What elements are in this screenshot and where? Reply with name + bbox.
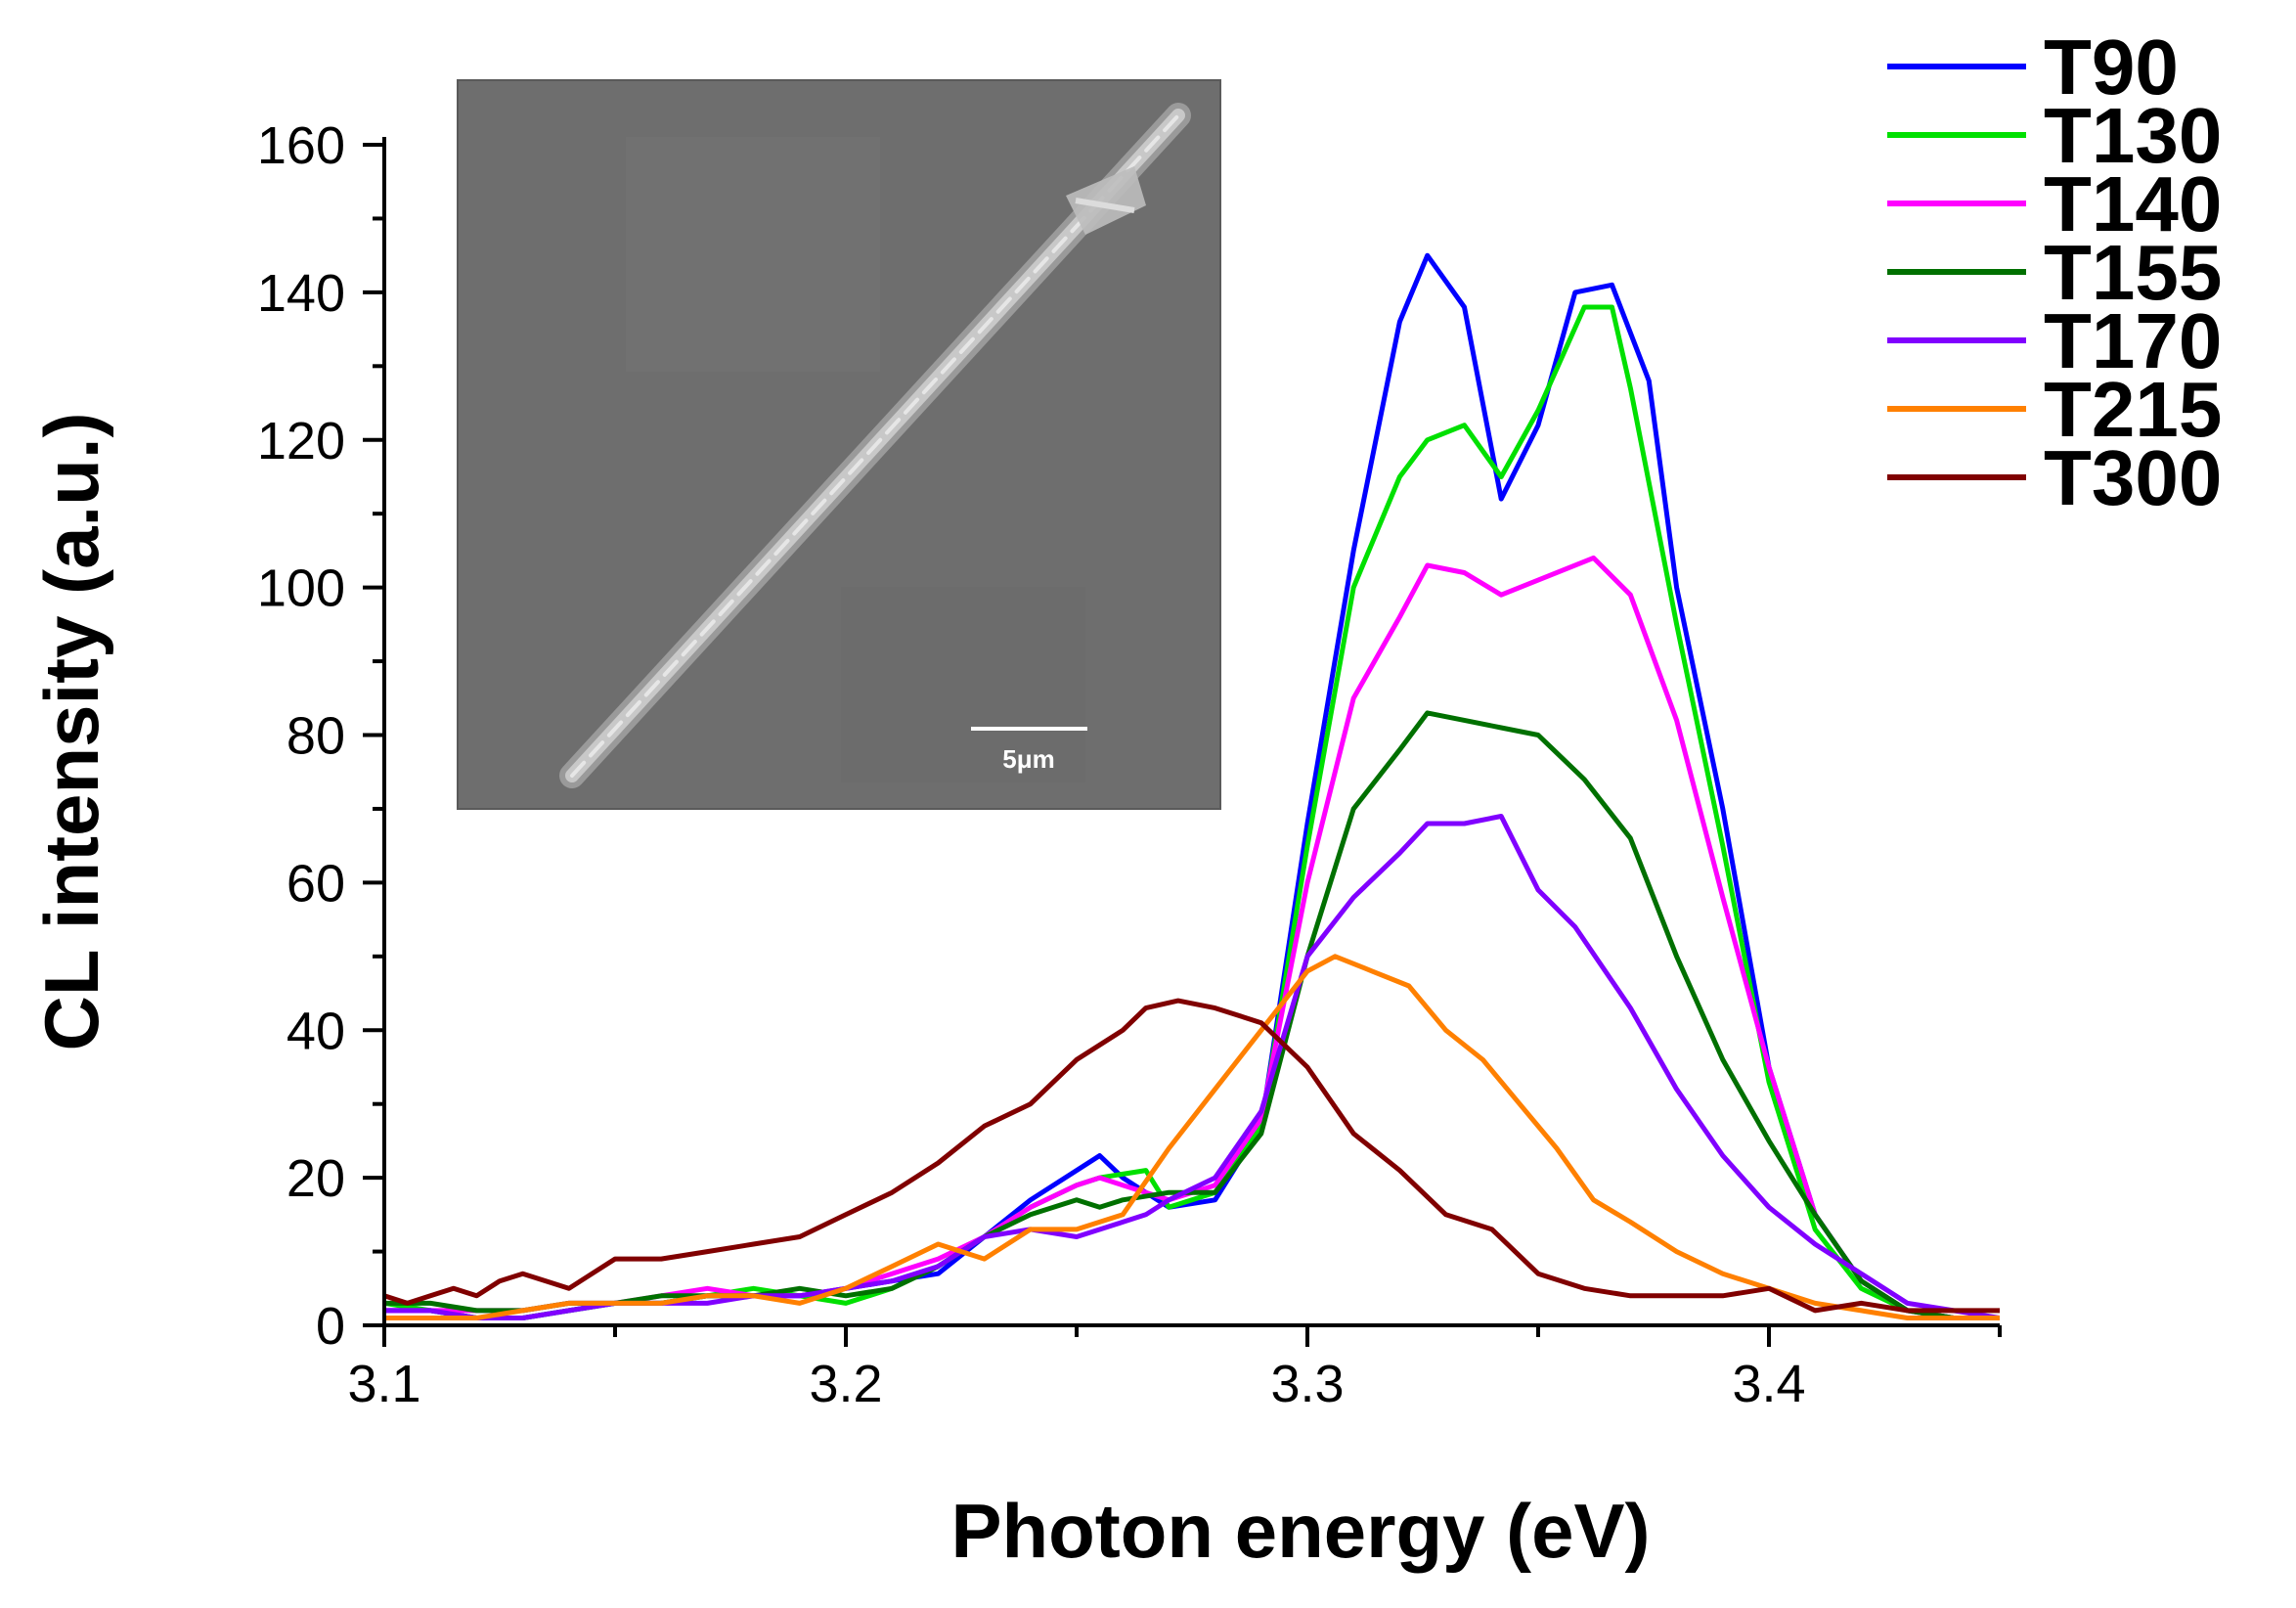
legend-label-t170: T170 xyxy=(2044,297,2222,384)
sem-inset-image: 5μm xyxy=(457,79,1221,810)
y-tick-label: 0 xyxy=(316,1297,345,1356)
y-tick-label: 100 xyxy=(257,559,345,618)
y-tick-label: 140 xyxy=(257,264,345,323)
series-line-t170 xyxy=(384,814,2000,1320)
nanowire xyxy=(559,103,1191,788)
y-axis-title: CL intensity (a.u.) xyxy=(28,413,114,1051)
x-axis-title: Photon energy (eV) xyxy=(950,1488,1650,1574)
series-line-t155 xyxy=(384,710,2000,1320)
x-tick-label: 3.1 xyxy=(347,1355,420,1413)
legend-label-t90: T90 xyxy=(2044,23,2179,111)
series-line-t300 xyxy=(384,998,2000,1314)
y-tick-label: 20 xyxy=(287,1149,345,1208)
y-tick-label: 60 xyxy=(287,854,345,913)
inset-tile xyxy=(626,137,880,372)
x-tick-label: 3.2 xyxy=(809,1355,882,1413)
scale-bar-label: 5μm xyxy=(1002,744,1055,774)
inset-border xyxy=(457,79,1221,810)
series-line-t215 xyxy=(384,954,2000,1320)
y-tick-label: 120 xyxy=(257,412,345,470)
y-tick-label: 160 xyxy=(257,116,345,175)
legend-label-t155: T155 xyxy=(2044,229,2222,316)
series-layer xyxy=(384,252,2000,1320)
inset-tile xyxy=(841,587,1085,782)
axes-layer: 3.1 3.2 3.3 3.4 0 20 40 60 80 100 120 140 160 xyxy=(257,116,2002,1413)
x-tick-label: 3.4 xyxy=(1732,1355,1805,1413)
legend-label-t300: T300 xyxy=(2044,434,2222,521)
x-tick-label: 3.3 xyxy=(1270,1355,1344,1413)
legend-label-t215: T215 xyxy=(2044,366,2222,453)
y-tick-label: 80 xyxy=(287,707,345,766)
y-tick-label: 40 xyxy=(287,1002,345,1060)
legend-label-t130: T130 xyxy=(2044,92,2222,179)
legend-label-t140: T140 xyxy=(2044,160,2222,247)
